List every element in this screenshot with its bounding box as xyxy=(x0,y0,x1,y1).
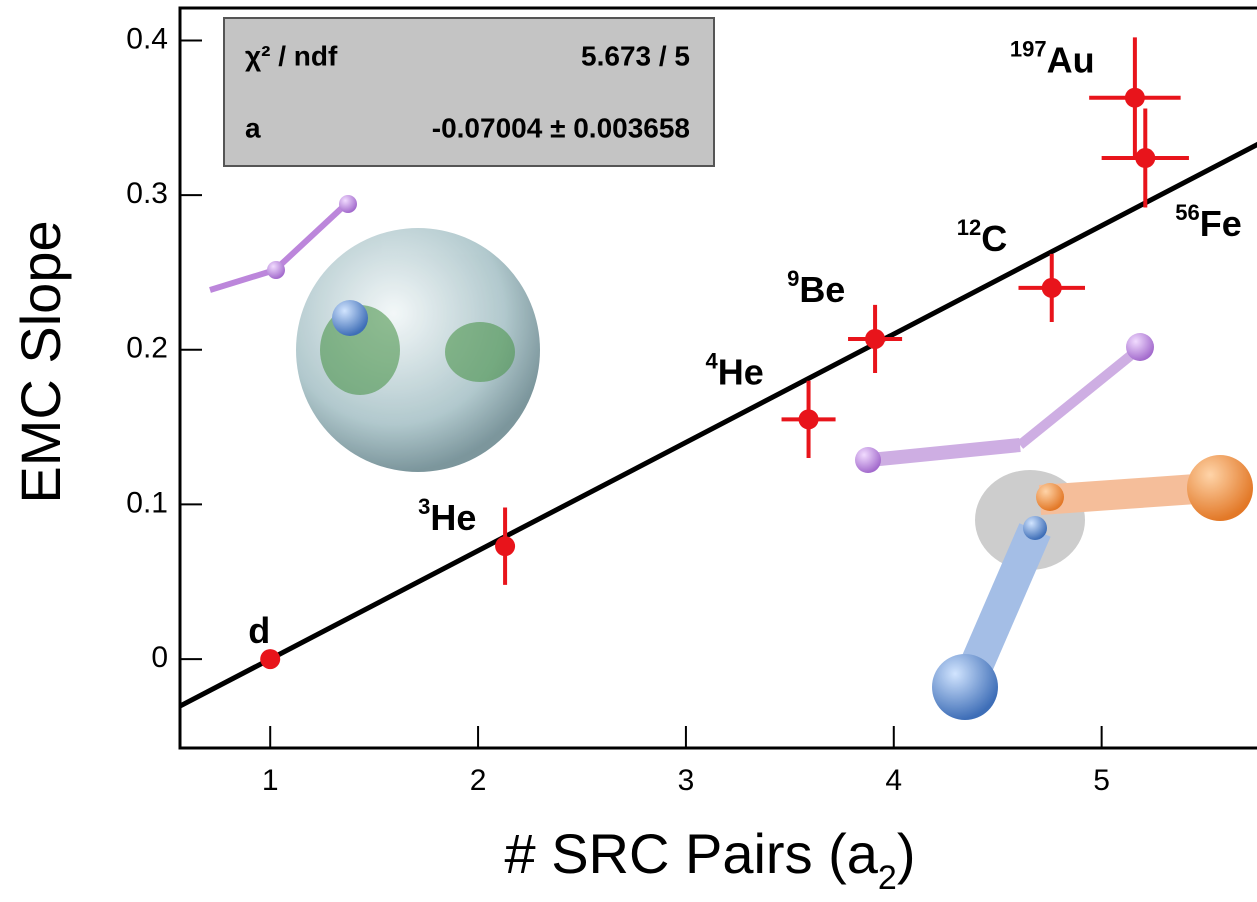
y-tick-label: 0 xyxy=(151,641,168,674)
y-axis-label: EMC Slope xyxy=(9,220,72,503)
point-label-mass: 12 xyxy=(957,215,981,240)
pair-illustration xyxy=(855,333,1253,720)
y-tick-label: 0.2 xyxy=(126,332,168,365)
point-label-symbol: He xyxy=(430,497,476,538)
data-point xyxy=(1125,88,1145,108)
point-label: d xyxy=(248,610,270,651)
point-label: 56Fe xyxy=(1175,200,1242,244)
point-label-symbol: Au xyxy=(1047,39,1095,80)
point-label-symbol: Be xyxy=(799,268,845,309)
point-label-mass: 197 xyxy=(1010,37,1047,62)
point-label: 197Au xyxy=(1010,37,1095,81)
nucleus-illustration xyxy=(210,195,540,472)
data-point xyxy=(495,536,515,556)
page: χ² / ndf 5.673 / 5 a -0.07004 ± 0.003658… xyxy=(0,0,1257,902)
point-label: 4He xyxy=(706,348,764,392)
x-tick-label: 4 xyxy=(885,764,902,797)
point-label-mass: 4 xyxy=(706,348,719,373)
data-point xyxy=(1042,278,1062,298)
x-axis-label-text: # SRC Pairs (a xyxy=(504,822,878,885)
point-label-mass: 3 xyxy=(418,494,430,519)
x-axis-label: # SRC Pairs (a2) xyxy=(504,822,915,897)
point-label: 12C xyxy=(957,215,1007,259)
stats-box: χ² / ndf 5.673 / 5 a -0.07004 ± 0.003658 xyxy=(224,18,714,166)
data-point xyxy=(865,329,885,349)
point-label: 9Be xyxy=(787,266,845,310)
x-tick-label: 3 xyxy=(678,764,695,797)
chart: χ² / ndf 5.673 / 5 a -0.07004 ± 0.003658… xyxy=(0,0,1257,902)
x-axis-label-sub: 2 xyxy=(878,859,897,897)
x-axis-label-close: ) xyxy=(897,822,916,885)
point-label-mass: 9 xyxy=(787,266,799,291)
stats-label: a xyxy=(245,112,261,143)
data-point xyxy=(799,409,819,429)
point-label: 3He xyxy=(418,494,476,538)
data-point xyxy=(1135,148,1155,168)
data-point xyxy=(260,649,280,669)
y-tick-label: 0.4 xyxy=(126,22,168,55)
point-label-symbol: d xyxy=(248,610,270,651)
point-label-symbol: Fe xyxy=(1200,203,1242,244)
point-label-symbol: He xyxy=(718,351,764,392)
y-tick-label: 0.3 xyxy=(126,177,168,210)
point-label-mass: 56 xyxy=(1175,200,1199,225)
stats-label: χ² / ndf xyxy=(245,40,338,71)
stats-value: 5.673 / 5 xyxy=(581,40,690,71)
y-tick-label: 0.1 xyxy=(126,486,168,519)
stats-value: -0.07004 ± 0.003658 xyxy=(432,112,690,143)
point-label-symbol: C xyxy=(981,217,1007,258)
x-tick-label: 5 xyxy=(1093,764,1110,797)
x-tick-label: 1 xyxy=(262,764,279,797)
x-tick-label: 2 xyxy=(470,764,487,797)
